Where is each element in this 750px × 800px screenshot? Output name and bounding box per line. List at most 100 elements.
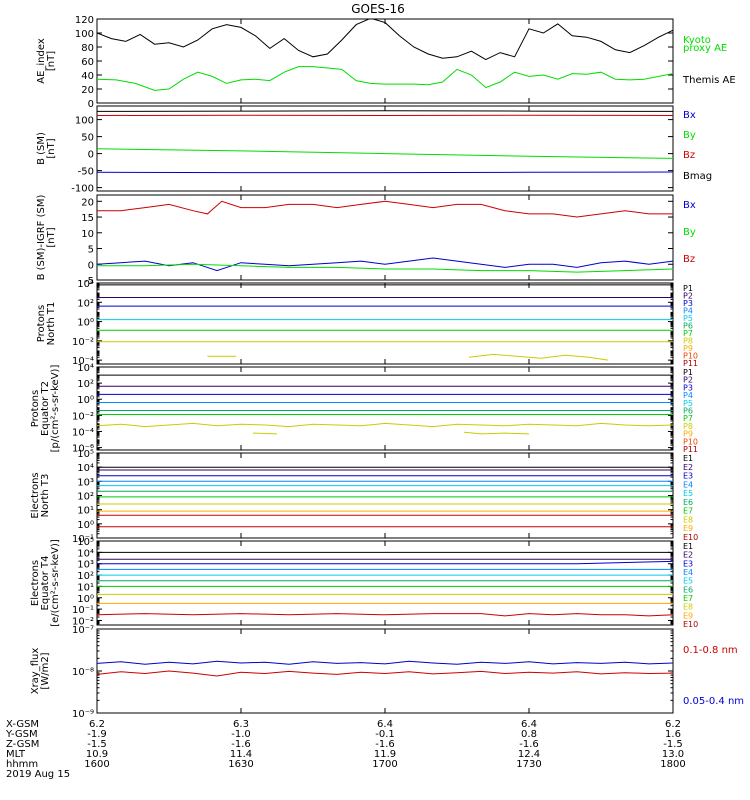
- legend-entry: E9: [683, 524, 693, 533]
- y-axis-label: ProtonsEquator T2[p/(cm²-s-sr-keV)]: [30, 365, 61, 453]
- y-tick-label: 10²: [77, 571, 94, 582]
- y-tick-label: 10³: [77, 477, 94, 488]
- x-row-value: 11.9: [374, 749, 396, 760]
- legend-entry: E4: [683, 480, 693, 489]
- x-row-label: X-GSM: [6, 719, 39, 730]
- y-axis-label: AE_index[nT]: [36, 38, 57, 84]
- legend-entry: E7: [683, 507, 693, 516]
- legend-entry: E3: [683, 559, 693, 568]
- series-group: [97, 374, 673, 435]
- legend-entry: P7: [683, 414, 693, 423]
- y-axis-label: ElectronsNorth T3: [30, 472, 51, 518]
- x-row-value: -1.9: [87, 729, 107, 740]
- series-group: [97, 466, 673, 528]
- y-tick-label: 60: [81, 57, 94, 68]
- y-axis-label-line: [nT]: [46, 227, 57, 247]
- y-axis-label-line: Protons: [30, 390, 41, 427]
- series-line: [97, 670, 673, 677]
- y-tick-label: 10⁻²: [72, 411, 94, 422]
- y-tick-label: 10⁵: [77, 537, 94, 548]
- y-tick-label: 5: [88, 245, 94, 256]
- y-tick-label: 0: [88, 260, 94, 271]
- y-tick-label: 10⁻⁴: [72, 356, 94, 367]
- y-tick-label: 10³: [77, 560, 94, 571]
- x-row-value: 6.4: [377, 719, 393, 730]
- y-axis-label-line: AE_index: [36, 38, 47, 84]
- legend-entry: Bmag: [683, 171, 712, 182]
- panel-4: 10⁻⁴ 10⁻² 10⁰ 10² 10⁴ ProtonsNorth T1 P1P2P3P4…: [36, 279, 698, 368]
- x-row-value: -1.6: [519, 739, 539, 750]
- x-row-label: Z-GSM: [6, 739, 39, 750]
- panel-5: 10⁻⁶ 10⁻⁴ 10⁻² 10⁰ 10² 10⁴ ProtonsEquator T2[p…: [30, 363, 698, 455]
- legend-entry: E10: [683, 620, 698, 629]
- y-tick-label: 10: [81, 229, 94, 240]
- y-tick-label: 10⁴: [77, 548, 94, 559]
- series-line: [97, 263, 673, 273]
- legend-entry: P9: [683, 344, 693, 353]
- legend-entry: P1: [683, 368, 693, 377]
- legend-entry: P7: [683, 329, 693, 338]
- legend-entry: Bz: [683, 254, 695, 265]
- series-line: [97, 19, 673, 61]
- legend-entry: By: [683, 130, 696, 141]
- x-row-value: 1730: [516, 759, 541, 770]
- y-axis-label: B (SM)-IGRF (SM)[nT]: [36, 195, 57, 281]
- legend-entry: E6: [683, 585, 693, 594]
- y-axis-label-line: Electrons: [30, 472, 41, 518]
- x-row-value: 1700: [372, 759, 397, 770]
- x-row-value: 6.3: [233, 719, 249, 730]
- legend-entry: P11: [683, 359, 698, 368]
- y-tick-label: 10⁻⁴: [72, 427, 94, 438]
- y-tick-label: 10⁻¹: [72, 605, 94, 616]
- legend-entry: E2: [683, 551, 693, 560]
- y-tick-label: 20: [81, 85, 94, 96]
- x-row-value: 0.8: [521, 729, 537, 740]
- y-tick-label: 15: [81, 213, 94, 224]
- series-line: [97, 660, 673, 665]
- x-row-value: 13.0: [662, 749, 684, 760]
- legend-entry: E6: [683, 498, 693, 507]
- y-tick-label: 40: [81, 71, 94, 82]
- x-row-label: Y-GSM: [5, 729, 38, 740]
- legend-entry: P6: [683, 407, 693, 416]
- series-line: [97, 560, 673, 565]
- legend-entry: E4: [683, 568, 693, 577]
- legend-entry: Themis AE: [682, 75, 736, 86]
- y-axis-label-line: Protons: [36, 305, 47, 342]
- y-tick-label: 50: [81, 133, 94, 144]
- series-group: [97, 200, 673, 273]
- legend-entry: P1: [683, 284, 693, 293]
- y-axis-label-line: Xray_flux: [30, 648, 41, 695]
- y-tick-label: 100: [75, 116, 94, 127]
- legend-entry: P4: [683, 391, 693, 400]
- chart-title: GOES-16: [351, 2, 405, 16]
- series-line: [97, 613, 673, 617]
- panel-7: 10⁻²10⁻¹10⁰10¹10²10³10⁴10⁵ElectronsEquat…: [30, 537, 698, 629]
- series-line: [97, 257, 673, 272]
- series-group: [97, 660, 673, 677]
- y-tick-label: 10⁵: [77, 449, 94, 460]
- series-line: [464, 431, 530, 435]
- panel-2: -100 -50 0 50 100 B (SM)[nT] Bx By Bz Bmag: [36, 105, 712, 195]
- series-group: [97, 19, 673, 91]
- legend-entry: P3: [683, 383, 693, 392]
- legend-entry: P11: [683, 445, 698, 454]
- y-axis-label: ProtonsNorth T1: [36, 302, 57, 346]
- y-tick-label: 80: [81, 43, 94, 54]
- legend-entry: E5: [683, 489, 693, 498]
- y-tick-label: 0: [88, 150, 94, 161]
- panel-frame: [96, 628, 674, 714]
- y-tick-label: -5: [84, 276, 94, 287]
- y-axis-label-line: [W/m2]: [40, 652, 51, 689]
- series-group: [97, 110, 673, 174]
- panel-frame: [96, 540, 674, 626]
- series-line: [97, 66, 673, 91]
- panel-frame: [96, 452, 674, 539]
- y-tick-label: -100: [71, 184, 94, 195]
- panel-frame: [96, 282, 674, 365]
- legend-entry: 0.1-0.8 nm: [683, 645, 738, 656]
- legend-entry: proxy AE: [683, 43, 727, 54]
- legend-entry: E8: [683, 515, 693, 524]
